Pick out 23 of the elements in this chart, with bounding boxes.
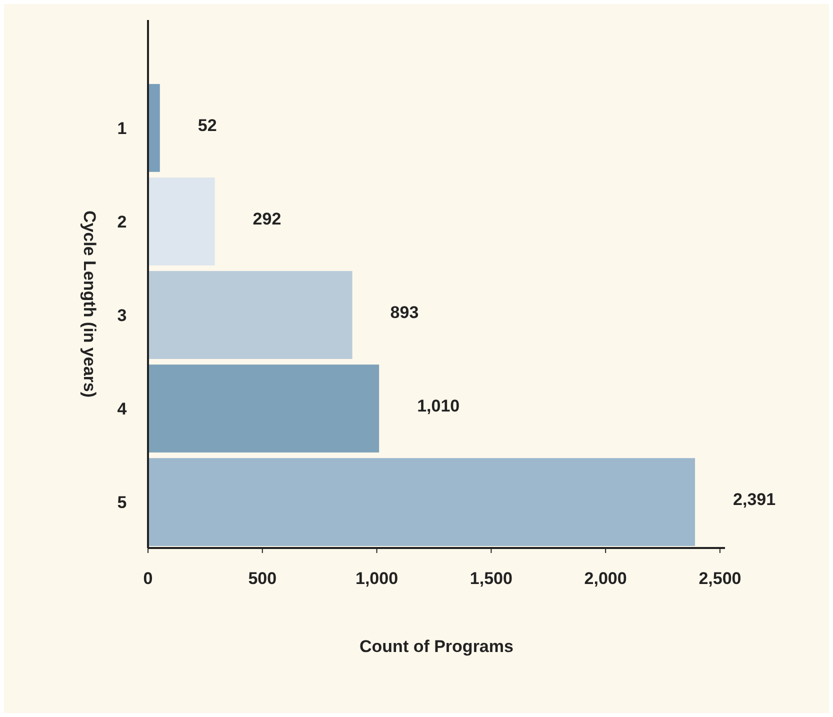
y-tick-label: 2	[117, 212, 127, 232]
bar	[148, 84, 160, 172]
bar	[148, 271, 352, 359]
data-label: 2,391	[733, 490, 776, 510]
data-label: 52	[198, 116, 217, 135]
x-tick-label: 2,500	[698, 569, 742, 588]
x-axis-title: Count of Programs	[360, 637, 514, 656]
y-tick-label: 3	[117, 306, 127, 325]
bar	[148, 364, 380, 452]
data-label: 1,010	[417, 396, 460, 416]
x-tick-label: 1,000	[356, 569, 398, 588]
y-axis-title: Cycle Length (in years)	[80, 210, 99, 398]
x-tick-label: 2,000	[584, 569, 627, 588]
y-tick-label: 1	[117, 118, 127, 138]
x-tick-label: 0	[143, 569, 153, 588]
y-tick-label: 4	[117, 400, 128, 419]
x-tick-label: 500	[248, 569, 277, 588]
bar	[148, 178, 215, 266]
bar	[148, 458, 696, 546]
data-label: 292	[252, 209, 282, 228]
x-tick-label: 1,500	[470, 569, 512, 588]
y-tick-label: 5	[117, 493, 127, 512]
data-label: 893	[390, 303, 419, 322]
